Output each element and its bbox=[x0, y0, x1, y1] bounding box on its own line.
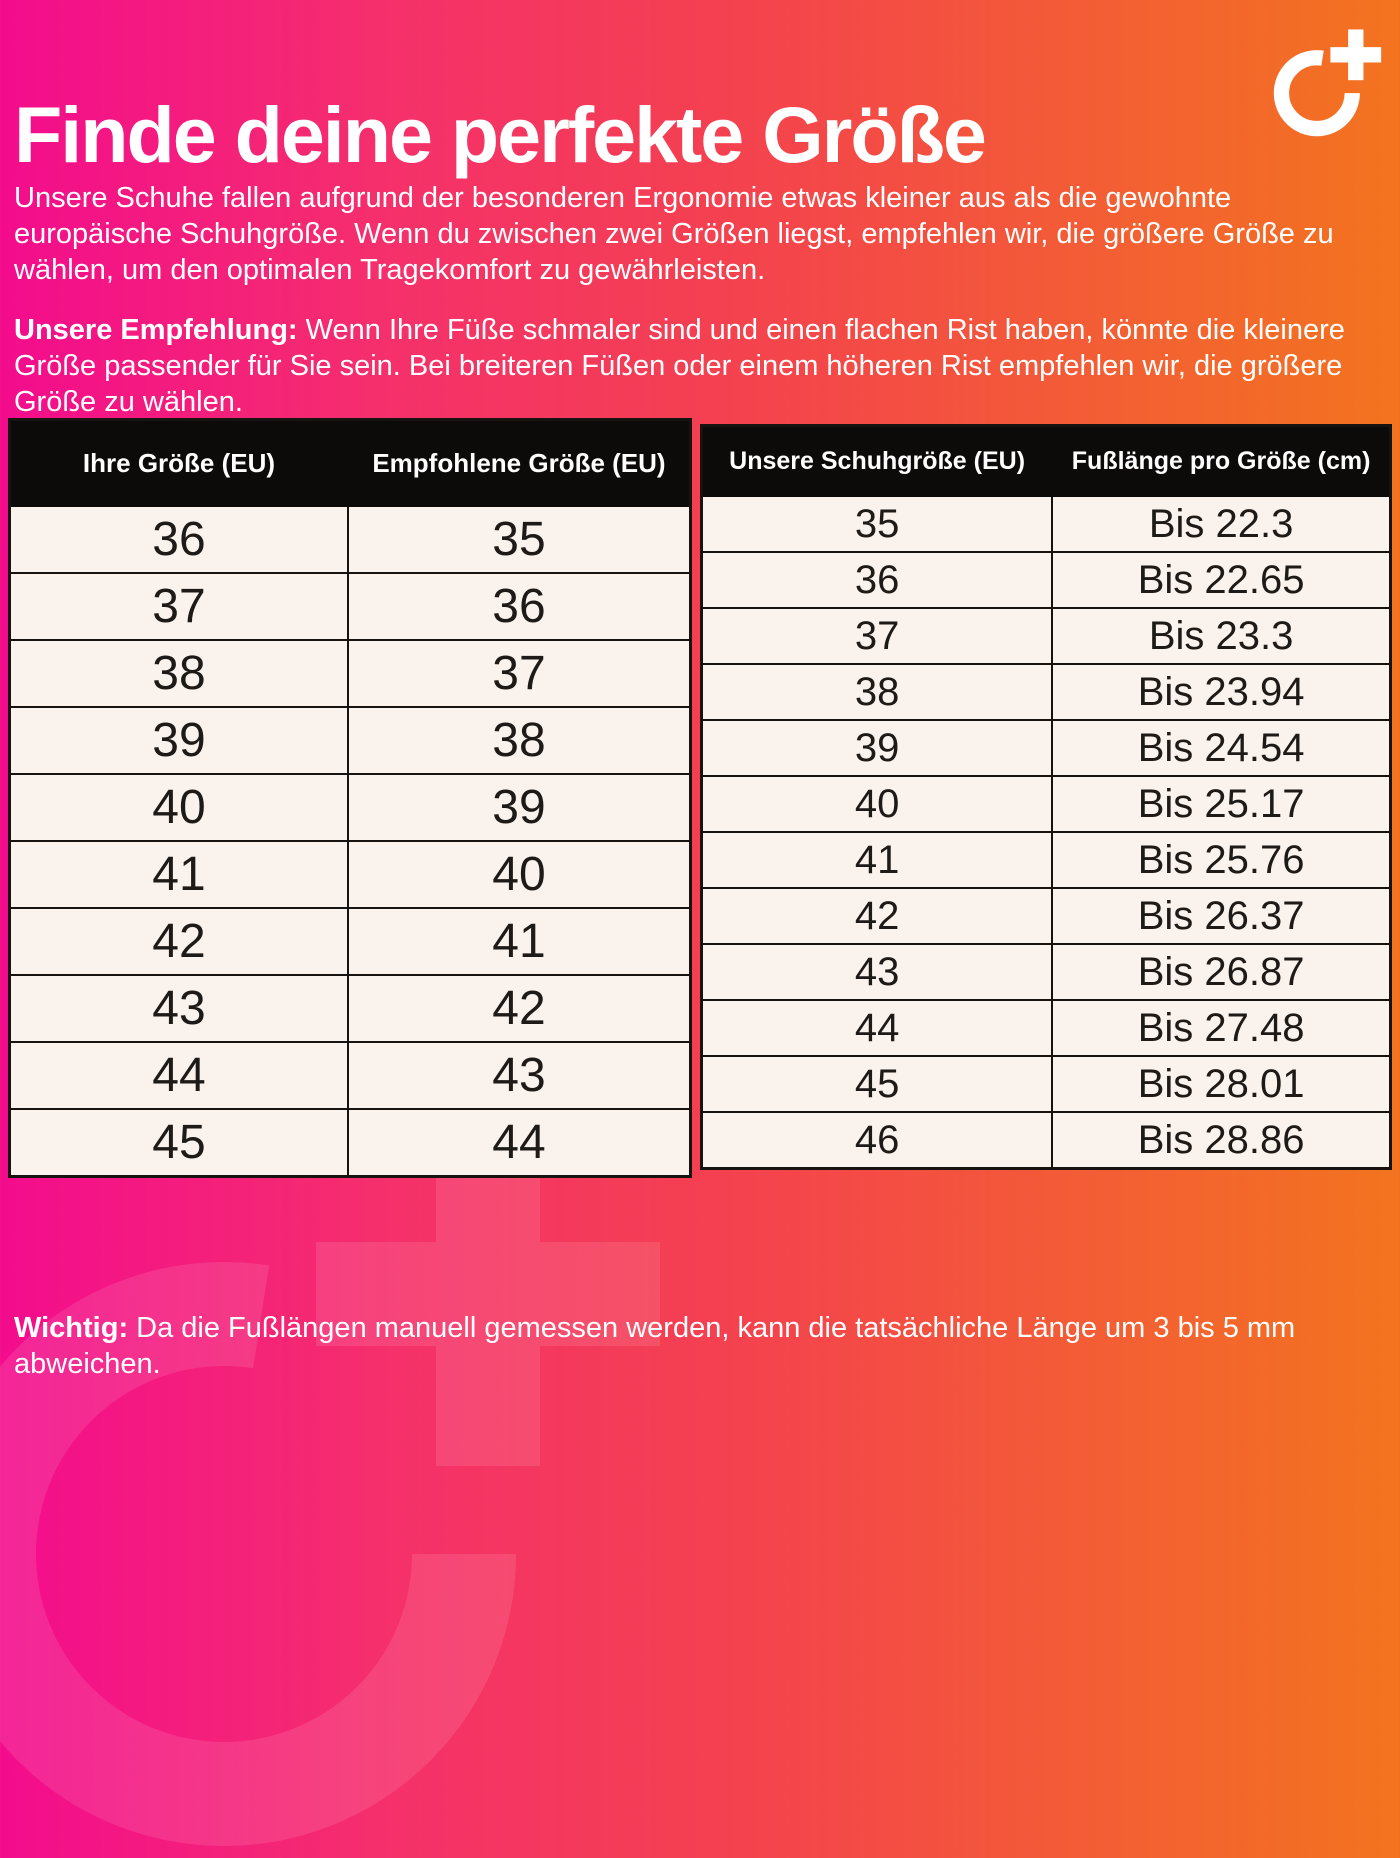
your-size-cell: 37 bbox=[8, 572, 349, 641]
foot-length-cell: Bis 28.01 bbox=[1051, 1055, 1392, 1113]
shoe-size-cell: 45 bbox=[700, 1055, 1054, 1113]
your-size-cell: 42 bbox=[8, 907, 349, 976]
shoe-size-cell: 38 bbox=[700, 663, 1054, 721]
size-recommendation-table-header: Ihre Größe (EU) Empfohlene Größe (EU) bbox=[8, 418, 692, 507]
column-header-shoe-size: Unsere Schuhgröße (EU) bbox=[700, 424, 1054, 497]
recommended-size-cell: 43 bbox=[346, 1041, 692, 1110]
table-row: 42 Bis 26.37 bbox=[700, 887, 1392, 945]
recommended-size-cell: 44 bbox=[346, 1108, 692, 1178]
foot-length-cell: Bis 28.86 bbox=[1051, 1111, 1392, 1170]
foot-length-cell: Bis 26.37 bbox=[1051, 887, 1392, 945]
your-size-cell: 36 bbox=[8, 505, 349, 574]
recommended-size-cell: 35 bbox=[346, 505, 692, 574]
table-row: 38 37 bbox=[8, 639, 692, 708]
table-row: 45 44 bbox=[8, 1108, 692, 1178]
important-note-label: Wichtig: bbox=[14, 1312, 129, 1344]
foot-length-cell: Bis 22.65 bbox=[1051, 551, 1392, 609]
table-row: 44 Bis 27.48 bbox=[700, 999, 1392, 1057]
table-row: 45 Bis 28.01 bbox=[700, 1055, 1392, 1113]
table-row: 39 38 bbox=[8, 706, 692, 775]
shoe-size-cell: 46 bbox=[700, 1111, 1054, 1170]
table-row: 35 Bis 22.3 bbox=[700, 495, 1392, 553]
recommended-size-cell: 42 bbox=[346, 974, 692, 1043]
foot-length-table-body: 35 Bis 22.3 36 Bis 22.65 37 Bis 23.3 38 … bbox=[700, 495, 1392, 1170]
your-size-cell: 39 bbox=[8, 706, 349, 775]
foot-length-cell: Bis 26.87 bbox=[1051, 943, 1392, 1001]
table-row: 37 36 bbox=[8, 572, 692, 641]
table-row: 40 Bis 25.17 bbox=[700, 775, 1392, 833]
recommendation-paragraph: Unsere Empfehlung: Wenn Ihre Füße schmal… bbox=[14, 312, 1390, 420]
table-row: 40 39 bbox=[8, 773, 692, 842]
shoe-size-cell: 36 bbox=[700, 551, 1054, 609]
foot-length-table: Unsere Schuhgröße (EU) Fußlänge pro Größ… bbox=[700, 424, 1392, 1170]
shoe-size-cell: 35 bbox=[700, 495, 1054, 553]
foot-length-cell: Bis 22.3 bbox=[1051, 495, 1392, 553]
recommendation-text: Wenn Ihre Füße schmaler sind und einen f… bbox=[14, 314, 1345, 418]
shoe-size-cell: 43 bbox=[700, 943, 1054, 1001]
column-header-recommended-size: Empfohlene Größe (EU) bbox=[346, 418, 692, 507]
recommended-size-cell: 37 bbox=[346, 639, 692, 708]
important-note: Wichtig: Da die Fußlängen manuell gemess… bbox=[14, 1310, 1390, 1382]
table-row: 41 40 bbox=[8, 840, 692, 909]
table-row: 36 Bis 22.65 bbox=[700, 551, 1392, 609]
table-row: 42 41 bbox=[8, 907, 692, 976]
column-header-foot-length: Fußlänge pro Größe (cm) bbox=[1051, 424, 1392, 497]
shoe-size-cell: 44 bbox=[700, 999, 1054, 1057]
table-row: 44 43 bbox=[8, 1041, 692, 1110]
shoe-size-cell: 39 bbox=[700, 719, 1054, 777]
foot-length-cell: Bis 23.3 bbox=[1051, 607, 1392, 665]
your-size-cell: 44 bbox=[8, 1041, 349, 1110]
table-row: 46 Bis 28.86 bbox=[700, 1111, 1392, 1170]
table-row: 38 Bis 23.94 bbox=[700, 663, 1392, 721]
your-size-cell: 45 bbox=[8, 1108, 349, 1178]
shoe-size-cell: 42 bbox=[700, 887, 1054, 945]
size-guide-infographic: { "page": { "title": "Finde deine perfek… bbox=[0, 0, 1400, 1400]
brand-circle-plus-logo-icon bbox=[1273, 29, 1382, 137]
foot-length-table-header: Unsere Schuhgröße (EU) Fußlänge pro Größ… bbox=[700, 424, 1392, 497]
watermark-circle-plus-icon bbox=[0, 1122, 660, 1846]
important-note-text: Da die Fußlängen manuell gemessen werden… bbox=[14, 1312, 1296, 1380]
recommended-size-cell: 36 bbox=[346, 572, 692, 641]
foot-length-cell: Bis 23.94 bbox=[1051, 663, 1392, 721]
foot-length-cell: Bis 25.76 bbox=[1051, 831, 1392, 889]
foot-length-cell: Bis 24.54 bbox=[1051, 719, 1392, 777]
column-header-your-size: Ihre Größe (EU) bbox=[8, 418, 349, 507]
shoe-size-cell: 37 bbox=[700, 607, 1054, 665]
size-recommendation-table: Ihre Größe (EU) Empfohlene Größe (EU) 36… bbox=[8, 418, 692, 1178]
your-size-cell: 38 bbox=[8, 639, 349, 708]
recommended-size-cell: 39 bbox=[346, 773, 692, 842]
recommendation-label: Unsere Empfehlung: bbox=[14, 314, 298, 346]
shoe-size-cell: 41 bbox=[700, 831, 1054, 889]
your-size-cell: 41 bbox=[8, 840, 349, 909]
recommended-size-cell: 38 bbox=[346, 706, 692, 775]
foot-length-cell: Bis 27.48 bbox=[1051, 999, 1392, 1057]
your-size-cell: 40 bbox=[8, 773, 349, 842]
recommended-size-cell: 41 bbox=[346, 907, 692, 976]
page-title: Finde deine perfekte Größe bbox=[14, 89, 987, 179]
table-row: 43 42 bbox=[8, 974, 692, 1043]
your-size-cell: 43 bbox=[8, 974, 349, 1043]
recommended-size-cell: 40 bbox=[346, 840, 692, 909]
intro-paragraph: Unsere Schuhe fallen aufgrund der besond… bbox=[14, 182, 1334, 286]
table-row: 41 Bis 25.76 bbox=[700, 831, 1392, 889]
shoe-size-cell: 40 bbox=[700, 775, 1054, 833]
table-row: 43 Bis 26.87 bbox=[700, 943, 1392, 1001]
table-row: 39 Bis 24.54 bbox=[700, 719, 1392, 777]
table-row: 37 Bis 23.3 bbox=[700, 607, 1392, 665]
table-row: 36 35 bbox=[8, 505, 692, 574]
size-recommendation-table-body: 36 35 37 36 38 37 39 38 40 39 bbox=[8, 505, 692, 1178]
foot-length-cell: Bis 25.17 bbox=[1051, 775, 1392, 833]
